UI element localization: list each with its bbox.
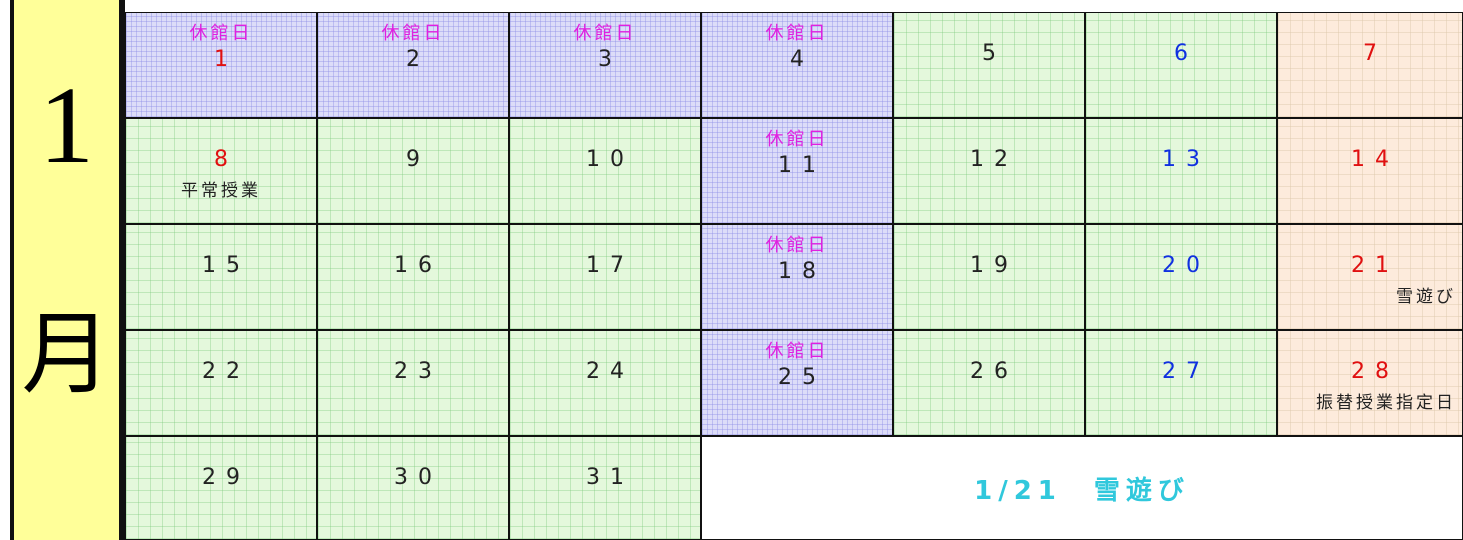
day-number: 4: [790, 47, 814, 72]
day-cell: 7: [1277, 12, 1463, 118]
day-cell: 休館日 2: [317, 12, 509, 118]
day-number: 8: [214, 147, 238, 172]
day-number: 23: [394, 359, 442, 384]
day-cell: 休館日 1: [125, 12, 317, 118]
day-cell: 30: [317, 436, 509, 540]
day-note: 雪遊び: [1396, 287, 1456, 307]
closed-label: 休館日: [765, 341, 829, 362]
day-cell: 26: [893, 330, 1085, 436]
day-number: 6: [1174, 41, 1198, 66]
day-note: 振替授業指定日: [1316, 393, 1456, 413]
month-column: 1 月: [10, 0, 125, 540]
day-cell: 9: [317, 118, 509, 224]
event-message: 1/21 雪遊び: [701, 436, 1463, 540]
day-cell: 15: [125, 224, 317, 330]
day-number: 21: [1351, 253, 1399, 278]
day-cell: 19: [893, 224, 1085, 330]
day-number: 15: [202, 253, 250, 278]
day-number: 22: [202, 359, 250, 384]
day-number: 16: [394, 253, 442, 278]
day-number: 11: [778, 153, 826, 178]
day-cell: 27: [1085, 330, 1277, 436]
day-number: 10: [586, 147, 634, 172]
day-cell: 5: [893, 12, 1085, 118]
day-cell: 14: [1277, 118, 1463, 224]
day-number: 28: [1351, 359, 1399, 384]
day-number: 7: [1363, 41, 1387, 66]
day-cell: 6: [1085, 12, 1277, 118]
month-kanji: 月: [21, 302, 112, 407]
day-number: 13: [1162, 147, 1210, 172]
day-cell: 休館日 25: [701, 330, 893, 436]
day-number: 9: [406, 147, 430, 172]
closed-label: 休館日: [381, 23, 445, 44]
day-cell: 8 平常授業: [125, 118, 317, 224]
day-number: 24: [586, 359, 634, 384]
day-cell: 28 振替授業指定日: [1277, 330, 1463, 436]
day-cell: 21 雪遊び: [1277, 224, 1463, 330]
closed-label: 休館日: [189, 23, 253, 44]
day-number: 17: [586, 253, 634, 278]
closed-label: 休館日: [765, 235, 829, 256]
day-cell: 13: [1085, 118, 1277, 224]
month-number: 1: [39, 64, 94, 186]
day-note: 平常授業: [181, 181, 261, 201]
day-cell: 24: [509, 330, 701, 436]
day-number: 5: [982, 41, 1006, 66]
day-number: 27: [1162, 359, 1210, 384]
closed-label: 休館日: [765, 23, 829, 44]
day-cell: 17: [509, 224, 701, 330]
day-cell: 23: [317, 330, 509, 436]
day-number: 12: [970, 147, 1018, 172]
day-cell: 31: [509, 436, 701, 540]
day-number: 18: [778, 259, 826, 284]
day-cell: 休館日 18: [701, 224, 893, 330]
day-number: 14: [1351, 147, 1399, 172]
day-cell: 20: [1085, 224, 1277, 330]
day-number: 19: [970, 253, 1018, 278]
day-number: 1: [214, 47, 238, 72]
day-cell: 22: [125, 330, 317, 436]
day-cell: 16: [317, 224, 509, 330]
day-number: 20: [1162, 253, 1210, 278]
day-number: 30: [394, 465, 442, 490]
day-number: 25: [778, 365, 826, 390]
closed-label: 休館日: [573, 23, 637, 44]
closed-label: 休館日: [765, 129, 829, 150]
day-cell: 10: [509, 118, 701, 224]
day-cell: 29: [125, 436, 317, 540]
day-number: 26: [970, 359, 1018, 384]
day-number: 2: [406, 47, 430, 72]
day-cell: 12: [893, 118, 1085, 224]
day-number: 29: [202, 465, 250, 490]
day-number: 31: [586, 465, 634, 490]
day-cell: 休館日 4: [701, 12, 893, 118]
day-cell: 休館日 3: [509, 12, 701, 118]
day-cell: 休館日 11: [701, 118, 893, 224]
day-number: 3: [598, 47, 622, 72]
